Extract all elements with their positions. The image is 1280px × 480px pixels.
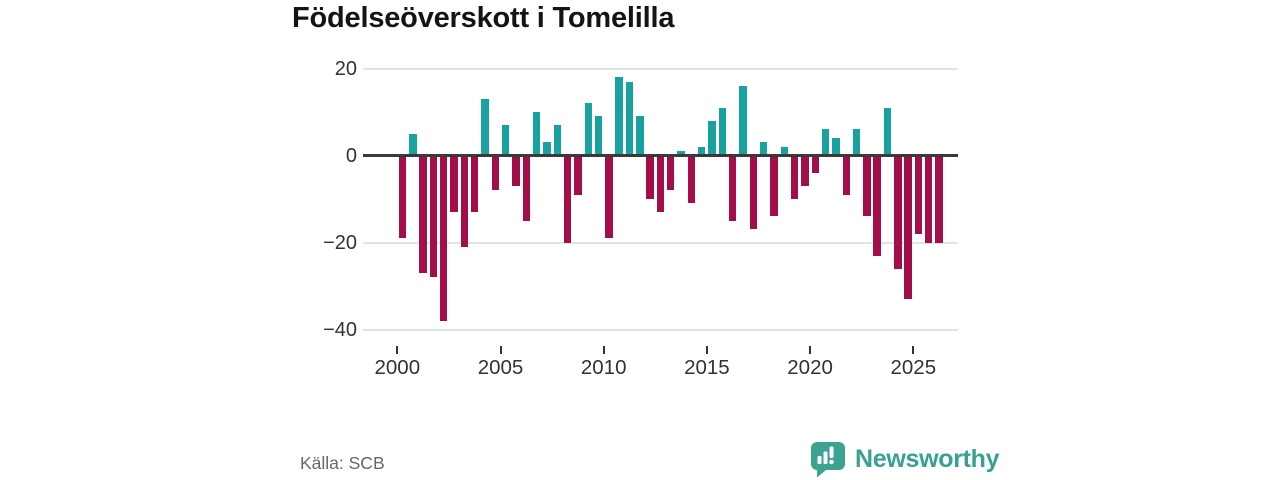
bar-2012-h1 [646, 155, 654, 199]
bar-2005-h1 [501, 125, 510, 156]
bar-2022-h2 [863, 155, 871, 217]
x-tick-label: 2020 [787, 356, 833, 379]
newsworthy-wordmark: Newsworthy [855, 445, 1000, 473]
bar-2009-h2 [594, 116, 603, 156]
source-label: Källa: SCB [300, 453, 385, 473]
x-tick-label: 2025 [890, 356, 937, 379]
bar-2000-h1 [398, 155, 407, 239]
x-tick-mark [396, 346, 399, 354]
bar-2019-h2 [801, 155, 809, 186]
bar-2016-h2 [739, 85, 747, 156]
bar-2019-h1 [790, 155, 799, 199]
x-tick-mark [809, 346, 812, 354]
bar-2001-h2 [429, 155, 438, 278]
x-tick-mark [602, 346, 605, 354]
bar-2024-h2 [904, 155, 912, 300]
bar-2022-h1 [852, 129, 861, 156]
zero-axis-line [363, 154, 958, 157]
x-tick-mark [705, 346, 708, 354]
bar-2012-h2 [656, 155, 665, 213]
bar-2010-h1 [605, 155, 613, 239]
x-tick-label: 2010 [580, 356, 627, 379]
bar-2006-h1 [522, 155, 531, 221]
bar-2013-h1 [667, 155, 675, 191]
bar-2003-h1 [460, 155, 469, 247]
bar-2011-h2 [636, 116, 644, 156]
bar-2011-h1 [625, 81, 634, 156]
bar-2006-h2 [532, 112, 541, 156]
x-tick-label: 2005 [477, 356, 524, 379]
bar-2017-h1 [749, 155, 758, 230]
newsworthy-logo[interactable]: Newsworthy [810, 441, 1000, 478]
bar-2013-h2 [677, 151, 685, 156]
bar-2009-h1 [584, 103, 592, 156]
bar-2007-h2 [553, 125, 561, 156]
bar-2023-h1 [873, 155, 881, 256]
bar-2014-h2 [698, 146, 706, 156]
y-tick-label: 0 [345, 144, 357, 167]
bar-2000-h2 [409, 133, 417, 156]
bar-2016-h1 [729, 155, 737, 221]
bar-2021-h2 [842, 155, 850, 195]
x-tick-label: 2000 [374, 356, 421, 379]
plot-area: 20 0 −20 −40 2000 2005 2010 2015 2020 2025 [323, 57, 958, 379]
bar-2005-h2 [512, 155, 520, 186]
gridline [363, 241, 958, 244]
bar-2026-h1 [935, 155, 943, 243]
bar-2023-h2 [883, 107, 892, 156]
x-tick-mark [912, 346, 915, 354]
y-tick-label: −40 [323, 318, 357, 341]
bar-2003-h2 [471, 155, 479, 213]
bar-2002-h1 [440, 155, 448, 321]
bar-2008-h1 [563, 155, 572, 243]
bar-2008-h2 [574, 155, 582, 195]
bar-2024-h1 [894, 155, 902, 269]
x-tick-label: 2015 [684, 356, 730, 379]
bar-2004-h2 [491, 155, 500, 191]
bar-2021-h1 [832, 138, 840, 156]
bar-2002-h2 [450, 155, 458, 213]
bar-2007-h1 [543, 142, 551, 156]
y-tick-label: 20 [334, 57, 357, 80]
bar-2001-h1 [419, 155, 427, 273]
bar-2025-h1 [914, 155, 923, 234]
gridline [363, 67, 958, 70]
bar-2015-h2 [718, 107, 727, 156]
bar-2004-h1 [481, 98, 489, 156]
bar-2015-h1 [708, 120, 716, 156]
x-tick-mark [499, 346, 502, 354]
bar-2020-h1 [811, 155, 819, 173]
bar-2018-h1 [770, 155, 778, 217]
newsworthy-bubble-chart-icon [810, 441, 846, 478]
bar-2025-h2 [925, 155, 933, 243]
bar-2014-h1 [687, 155, 696, 204]
bar-2010-h2 [615, 77, 623, 156]
y-tick-label: −20 [323, 231, 357, 254]
bar-2017-h2 [759, 142, 768, 156]
bar-2020-h2 [821, 129, 830, 156]
chart-title: Födelseöverskott i Tomelilla [292, 2, 675, 34]
gridline [363, 328, 958, 331]
bar-2018-h2 [780, 146, 788, 156]
